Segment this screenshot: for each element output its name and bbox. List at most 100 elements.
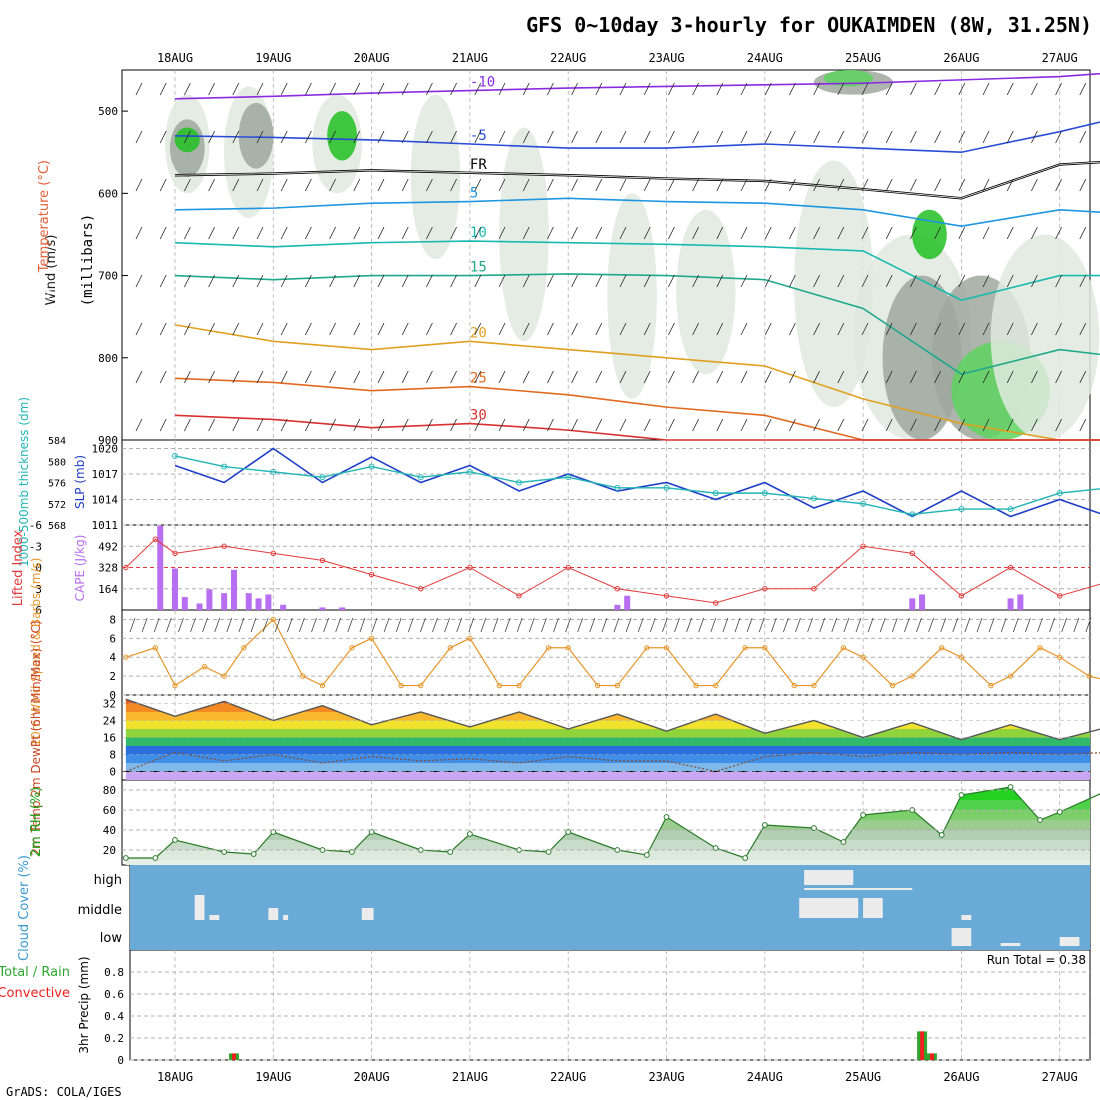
temp-band-0 xyxy=(125,771,1090,780)
wind-barb xyxy=(135,178,143,192)
wind-barb xyxy=(1006,82,1014,96)
temp-contour-1 xyxy=(174,121,1100,154)
wind-barb xyxy=(256,130,264,144)
wind-barb xyxy=(522,226,530,240)
wind-barb xyxy=(619,82,627,96)
li-line xyxy=(125,538,1100,604)
wind-barb xyxy=(426,130,433,144)
surface-wind-barb xyxy=(541,617,547,633)
wind-barb xyxy=(716,82,724,96)
wind-barb xyxy=(910,322,917,336)
wind-speed-point xyxy=(939,645,945,651)
temp-contour-inner-2 xyxy=(174,161,1100,199)
cape-bar xyxy=(1017,594,1024,610)
temp-tick: 16 xyxy=(103,732,116,745)
wind-barb xyxy=(1079,370,1087,384)
temp-band-7 xyxy=(125,712,1090,721)
wind-tick: 2 xyxy=(109,670,116,683)
cloud-block-3 xyxy=(361,908,374,920)
wind-barb xyxy=(861,370,869,384)
wind-barb xyxy=(377,322,385,336)
temp-band-6 xyxy=(125,720,1090,729)
surface-wind-barb xyxy=(891,617,898,633)
thickness-point xyxy=(516,479,523,486)
surface-wind-barb xyxy=(359,617,366,633)
pressure-tick: 900 xyxy=(98,434,118,447)
wind-barb xyxy=(910,226,917,240)
wind-barb xyxy=(280,226,288,240)
wind-barb xyxy=(450,178,457,192)
wind-barb xyxy=(329,274,336,288)
temp-contour-label-0: -10 xyxy=(470,75,495,91)
wind-barb xyxy=(1079,418,1087,432)
wind-barb xyxy=(1055,178,1062,192)
wind-speed-point xyxy=(693,682,699,689)
wind-barb xyxy=(668,418,675,432)
wind-barb xyxy=(813,130,820,144)
surface-wind-barb xyxy=(746,617,753,633)
wind-barb xyxy=(813,322,820,336)
wind-barb xyxy=(619,370,627,384)
wind-speed-point xyxy=(319,682,326,689)
wind-barb xyxy=(1031,370,1038,384)
cloud-level-low: low xyxy=(100,931,123,946)
wind-barb xyxy=(159,178,167,192)
wind-barb xyxy=(571,226,578,240)
wind-barb xyxy=(135,418,143,432)
rh-band-4 xyxy=(125,810,1090,820)
wind-barb xyxy=(668,130,675,144)
wind-barb xyxy=(377,274,385,288)
wind-barb xyxy=(547,130,554,144)
rh-shade-14 xyxy=(912,209,947,260)
wind-barb xyxy=(740,82,748,96)
wind-barb xyxy=(329,322,336,336)
wind-barb xyxy=(740,370,748,384)
thickness-point xyxy=(319,474,326,481)
rh-point xyxy=(663,814,670,820)
rh-band-7 xyxy=(125,784,1090,790)
date-tick-bottom: 24AUG xyxy=(747,1070,783,1084)
wind-speed-point xyxy=(988,682,994,689)
wind-barb xyxy=(184,82,191,96)
rh-point xyxy=(467,831,473,837)
wind-barb xyxy=(329,370,336,384)
date-tick-top: 21AUG xyxy=(452,51,488,65)
wind-speed-point xyxy=(811,682,817,689)
wind-barb xyxy=(1079,178,1087,192)
surface-wind-barb xyxy=(1000,617,1007,633)
wind-barb xyxy=(885,418,893,432)
surface-wind-barb xyxy=(456,617,463,633)
wind-barb xyxy=(401,274,409,288)
wind-barb xyxy=(837,130,845,144)
wind-barb xyxy=(668,274,675,288)
cloud-block-2 xyxy=(268,908,279,920)
wind-barb xyxy=(934,370,941,384)
wind-barb xyxy=(426,178,433,192)
wind-barb xyxy=(789,226,796,240)
wind-speed-point xyxy=(152,645,159,651)
wind-barb xyxy=(692,226,699,240)
surface-wind-barb xyxy=(758,617,765,633)
surface-wind-barb xyxy=(504,617,511,633)
wind-barb xyxy=(571,130,578,144)
rh-band-6 xyxy=(125,790,1090,800)
rh-point xyxy=(742,855,749,861)
rh-shade-7 xyxy=(410,94,461,260)
wind-barb xyxy=(958,274,966,288)
rh-shade-19 xyxy=(823,70,874,87)
precip-ylabel: 3hr Precip (mm) xyxy=(77,956,91,1053)
wind10-ylabel: 10m Wind Speed & Barbs (m/s) xyxy=(29,558,43,747)
surface-wind-barb xyxy=(528,617,535,633)
wind-barb xyxy=(159,226,167,240)
wind-speed-point xyxy=(712,682,719,689)
surface-wind-barb xyxy=(202,617,208,633)
cloud-block-7 xyxy=(799,898,859,918)
thickness-point xyxy=(663,484,670,491)
wind-barb xyxy=(329,418,336,432)
cape-tick: 164 xyxy=(98,583,118,596)
wind-barb xyxy=(353,178,361,192)
upper-air-ylabel: Wind (m/s) xyxy=(44,235,59,306)
li-point xyxy=(762,586,768,592)
wind-barb xyxy=(329,130,336,144)
cloud-level-middle: middle xyxy=(78,903,122,918)
